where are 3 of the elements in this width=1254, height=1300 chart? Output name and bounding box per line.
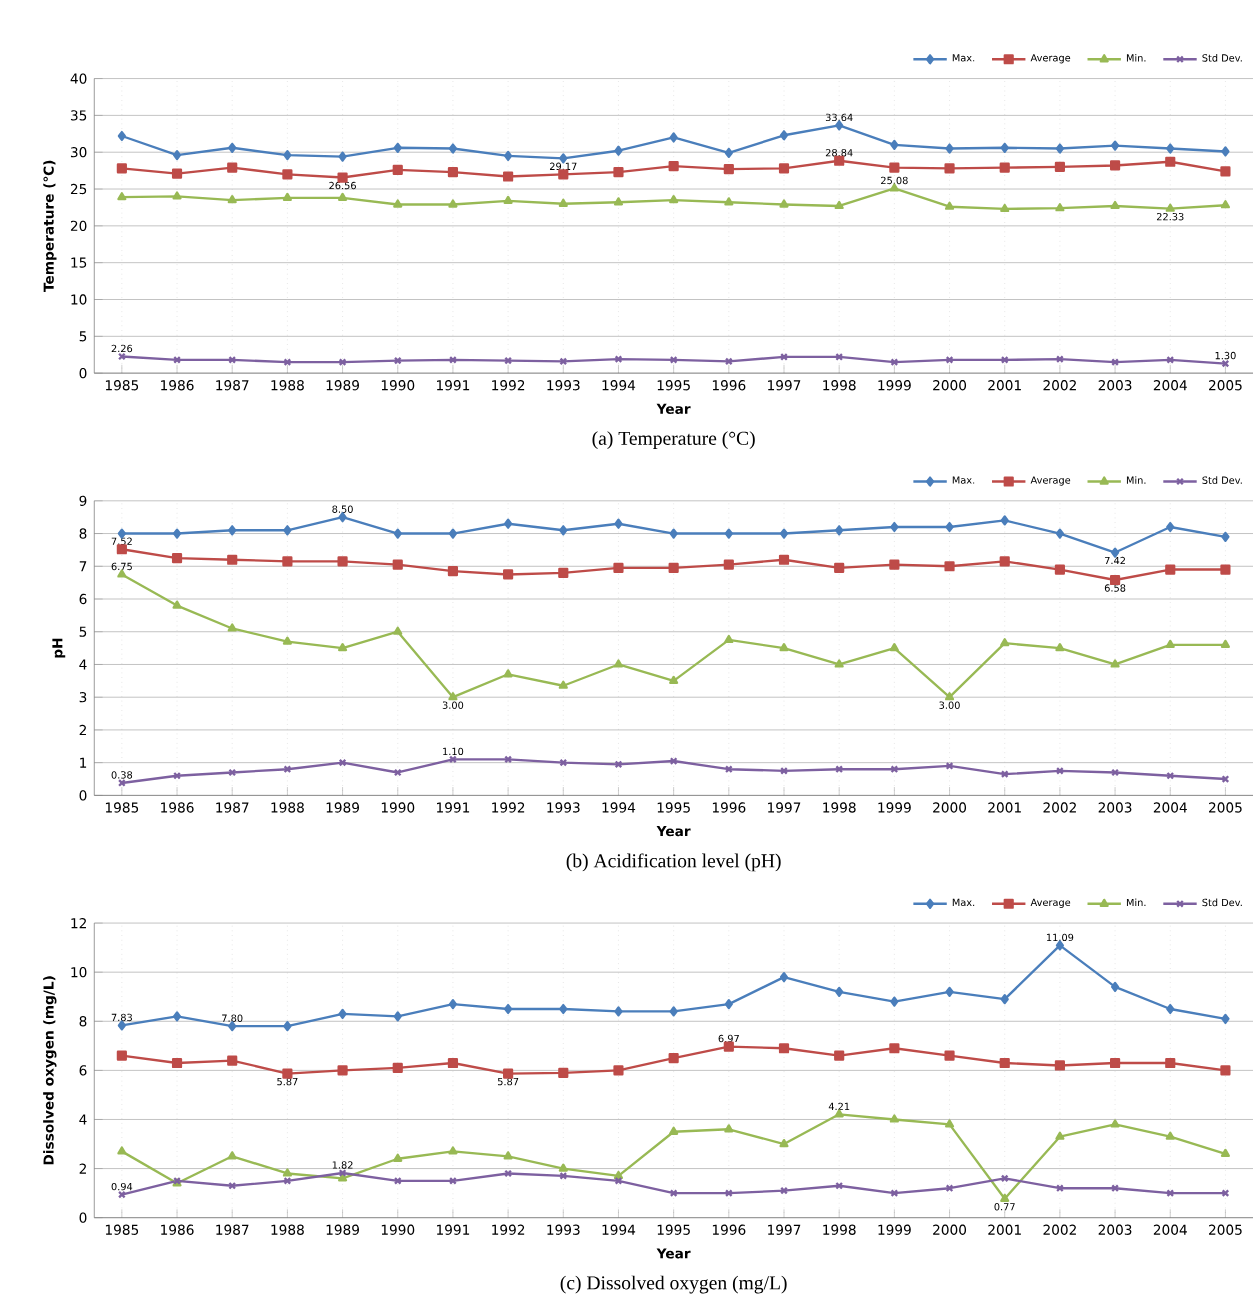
- text: (b) Acidification level (pH): [566, 853, 781, 872]
- text: (c) Dissolved oxygen (mg/L): [560, 1275, 787, 1294]
- text: (a) Temperature (°C): [592, 431, 756, 449]
